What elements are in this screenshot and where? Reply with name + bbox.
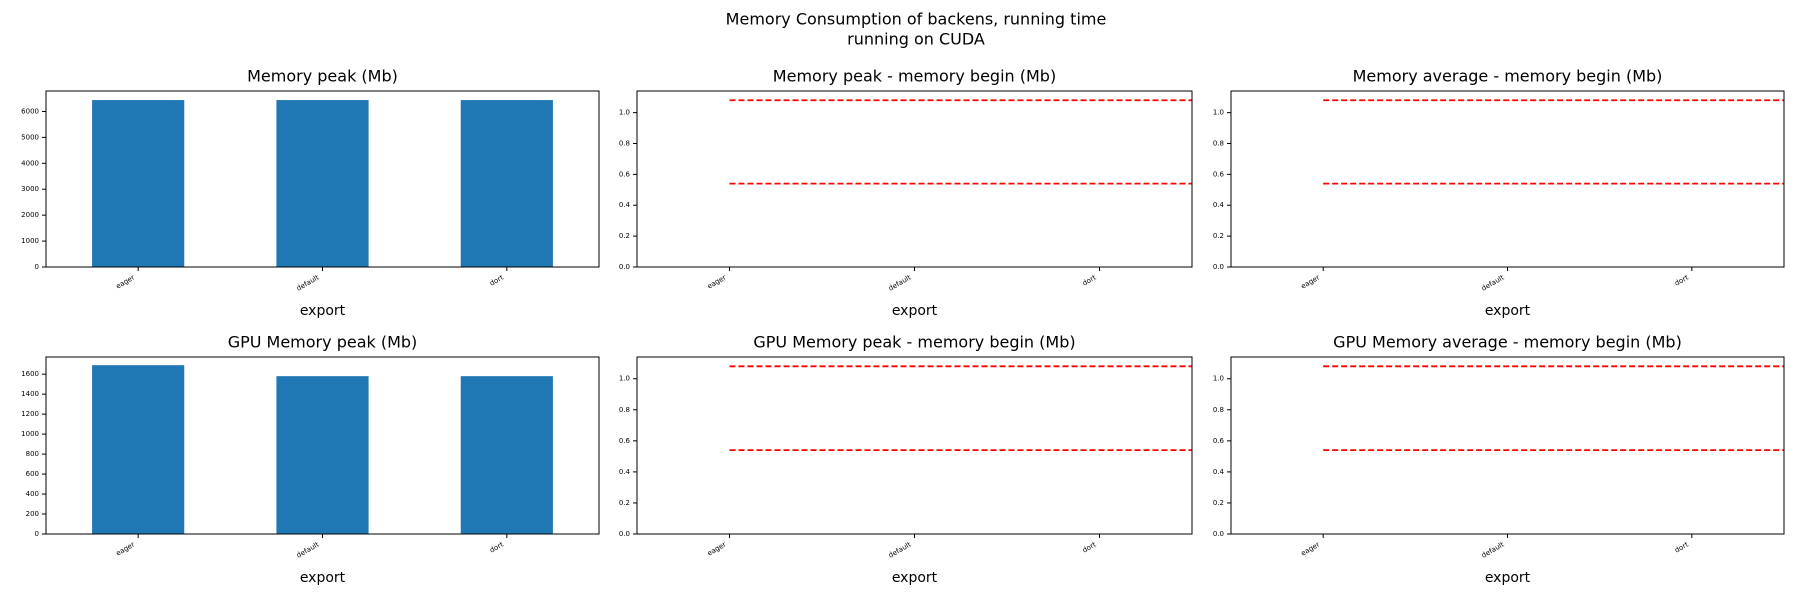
y-tick-label: 1.0 (1213, 375, 1224, 383)
y-tick-label: 0.8 (619, 406, 630, 414)
y-tick-label: 6000 (21, 107, 39, 115)
y-tick-label: 0.2 (619, 499, 630, 507)
y-tick-label: 4000 (21, 159, 39, 167)
y-tick-label: 1000 (21, 430, 39, 438)
x-axis-label: export (300, 303, 346, 319)
axes-frame (45, 356, 600, 535)
y-tick-label: 1000 (21, 237, 39, 245)
y-tick-label: 0.6 (619, 170, 631, 178)
y-tick-label: 0.4 (619, 468, 631, 476)
y-tick-label: 0.4 (1213, 201, 1225, 209)
y-tick-label: 0.8 (1213, 406, 1224, 414)
x-tick-label: eager (1300, 540, 1322, 557)
axes-frame (636, 356, 1193, 535)
y-tick-label: 0 (35, 530, 39, 538)
subplot-title: GPU Memory peak (Mb) (228, 333, 418, 352)
bar (276, 376, 369, 534)
x-tick-label: default (295, 540, 321, 559)
y-tick-label: 1600 (21, 370, 39, 378)
axes-frame (1230, 356, 1785, 535)
y-tick-label: 0.0 (1213, 530, 1224, 538)
axes-frame (636, 90, 1193, 268)
x-tick-label: eager (115, 273, 137, 290)
y-tick-label: 0.2 (619, 232, 630, 240)
x-tick-label: default (887, 273, 913, 292)
axes-frame (45, 90, 600, 268)
x-axis-label: export (1485, 303, 1531, 319)
x-tick-label: eager (115, 540, 137, 557)
y-tick-label: 1400 (21, 390, 39, 398)
subplot-title: Memory peak - memory begin (Mb) (773, 67, 1056, 86)
y-tick-label: 0.4 (1213, 468, 1225, 476)
y-tick-label: 0.0 (619, 263, 630, 271)
figure-title: running on CUDA (847, 30, 985, 49)
y-tick-label: 400 (26, 490, 39, 498)
subplot-title: Memory peak (Mb) (247, 67, 398, 86)
x-axis-label: export (892, 303, 938, 319)
y-tick-label: 0.6 (1213, 437, 1225, 445)
bar (92, 100, 185, 267)
y-tick-label: 0.6 (619, 437, 631, 445)
bar (460, 100, 553, 267)
x-tick-label: dort (1081, 540, 1098, 554)
y-tick-label: 0.2 (1213, 232, 1224, 240)
x-tick-label: default (295, 273, 321, 292)
x-tick-label: default (1480, 273, 1506, 292)
x-tick-label: default (887, 540, 913, 559)
x-tick-label: eager (706, 273, 728, 290)
figure-title: Memory Consumption of backens, running t… (726, 10, 1107, 29)
subplot-title: GPU Memory average - memory begin (Mb) (1333, 333, 1682, 352)
y-tick-label: 0.4 (619, 201, 631, 209)
y-tick-label: 0.6 (1213, 170, 1225, 178)
x-tick-label: default (1480, 540, 1506, 559)
y-tick-label: 0.8 (1213, 139, 1224, 147)
y-tick-label: 800 (26, 450, 39, 458)
y-tick-label: 5000 (21, 133, 39, 141)
y-tick-label: 0.2 (1213, 499, 1224, 507)
x-tick-label: eager (1300, 273, 1322, 290)
y-tick-label: 0.8 (619, 139, 630, 147)
y-tick-label: 200 (26, 510, 39, 518)
y-tick-label: 600 (26, 470, 39, 478)
y-tick-label: 0.0 (619, 530, 630, 538)
bar (92, 365, 185, 534)
x-tick-label: dort (488, 273, 505, 287)
y-tick-label: 1.0 (1213, 109, 1224, 117)
y-tick-label: 3000 (21, 185, 39, 193)
y-tick-label: 0.0 (1213, 263, 1224, 271)
x-tick-label: dort (488, 540, 505, 554)
axes-frame (1230, 90, 1785, 268)
x-tick-label: eager (706, 540, 728, 557)
x-axis-label: export (300, 570, 346, 586)
subplot-title: Memory average - memory begin (Mb) (1353, 67, 1663, 86)
subplot-title: GPU Memory peak - memory begin (Mb) (753, 333, 1075, 352)
x-tick-label: dort (1081, 273, 1098, 287)
y-tick-label: 1200 (21, 410, 39, 418)
x-axis-label: export (1485, 570, 1531, 586)
y-tick-label: 2000 (21, 211, 39, 219)
y-tick-label: 0 (35, 263, 39, 271)
x-axis-label: export (892, 570, 938, 586)
x-tick-label: dort (1673, 273, 1690, 287)
bar (460, 376, 553, 534)
y-tick-label: 1.0 (619, 109, 630, 117)
x-tick-label: dort (1673, 540, 1690, 554)
bar (276, 100, 369, 267)
y-tick-label: 1.0 (619, 375, 630, 383)
